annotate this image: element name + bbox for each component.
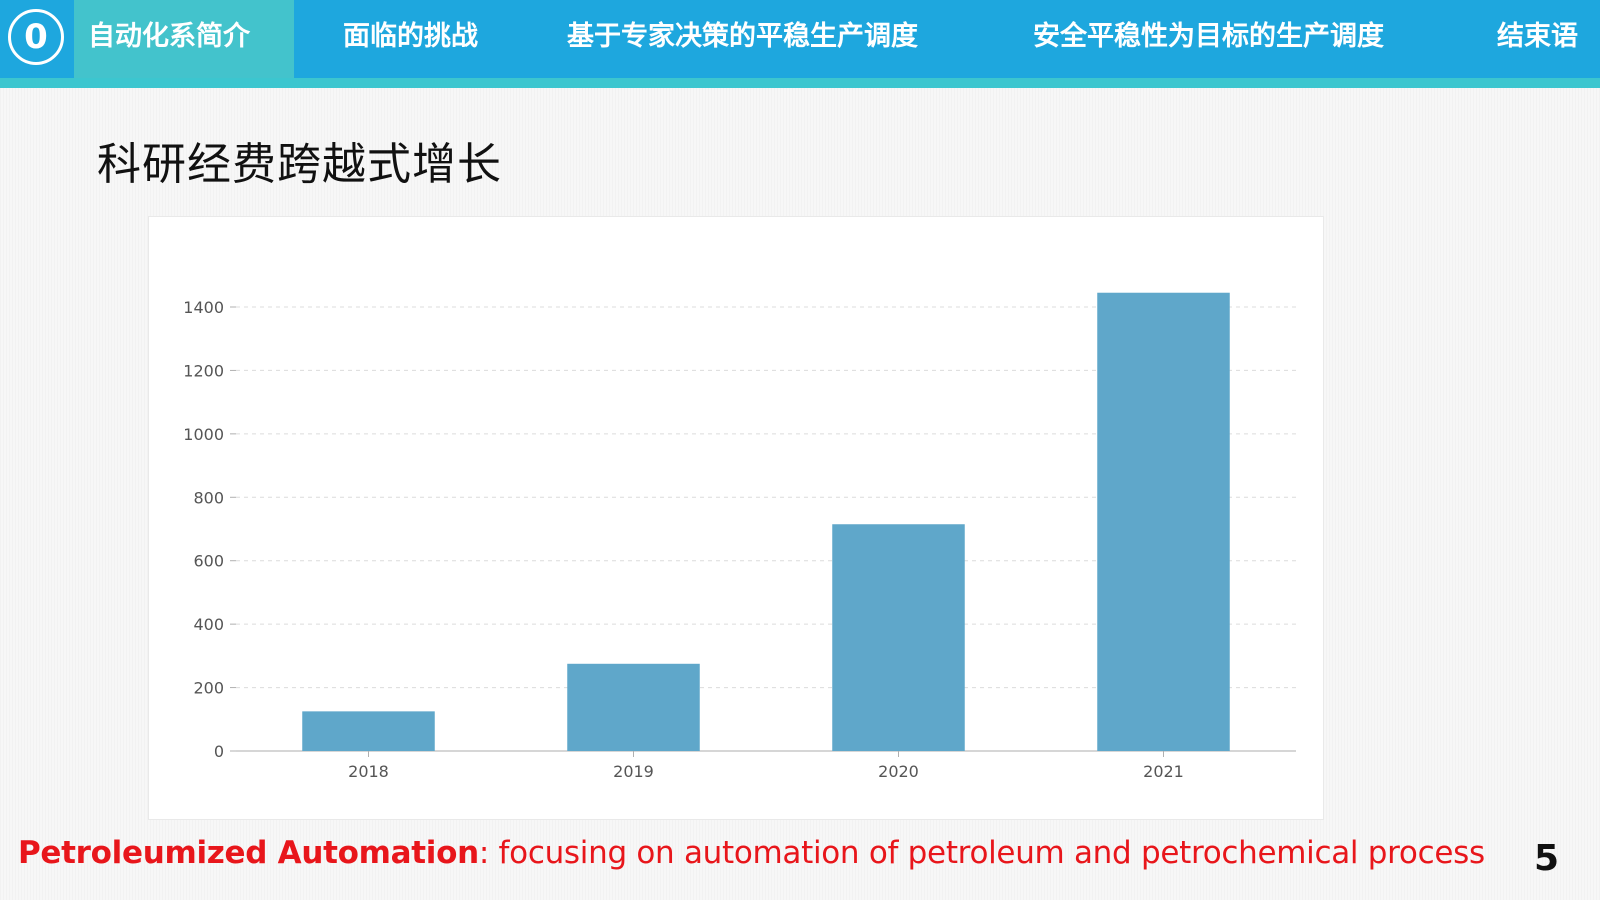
- bar-2019: [567, 663, 700, 751]
- footer-tagline: Petroleumized Automation: focusing on au…: [18, 835, 1485, 871]
- bar-chart: 0 200 400 600 800 1000 1200 1400 2018 2019 2020 202…: [183, 292, 1296, 781]
- nav-tab-conclusion[interactable]: 结束语: [1497, 21, 1578, 52]
- nav-tab-intro[interactable]: 自动化系简介: [74, 0, 294, 78]
- bar-2018: [302, 711, 435, 751]
- bar-2020: [832, 524, 965, 751]
- section-number-badge: 0: [8, 9, 64, 65]
- y-tick-label: 0: [214, 742, 224, 761]
- y-tick-label: 200: [193, 679, 224, 698]
- slide-title: 科研经费跨越式增长: [97, 139, 502, 190]
- nav-tab-safety-scheduling[interactable]: 安全平稳性为目标的生产调度: [1033, 21, 1384, 52]
- x-tick-label: 2021: [1143, 762, 1184, 781]
- y-tick-label: 400: [193, 615, 224, 634]
- y-tick-label: 600: [193, 552, 224, 571]
- bar-chart-card: 0 200 400 600 800 1000 1200 1400 2018 2019 2020 202…: [148, 216, 1324, 820]
- page-number: 5: [1534, 838, 1560, 879]
- x-tick-label: 2019: [613, 762, 654, 781]
- top-navigation-underline: [0, 78, 1600, 88]
- bar-2021: [1097, 292, 1230, 751]
- nav-tab-challenges[interactable]: 面临的挑战: [343, 21, 478, 52]
- y-tick-label: 1400: [183, 298, 224, 317]
- y-tick-label: 800: [193, 488, 224, 507]
- y-tick-label: 1200: [183, 361, 224, 380]
- y-tick-label: 1000: [183, 425, 224, 444]
- footer-tagline-strong: Petroleumized Automation: [18, 835, 479, 871]
- footer-tagline-rest: : focusing on automation of petroleum an…: [478, 835, 1485, 871]
- nav-tab-expert-scheduling[interactable]: 基于专家决策的平稳生产调度: [567, 21, 918, 52]
- x-tick-label: 2020: [878, 762, 919, 781]
- x-tick-label: 2018: [348, 762, 389, 781]
